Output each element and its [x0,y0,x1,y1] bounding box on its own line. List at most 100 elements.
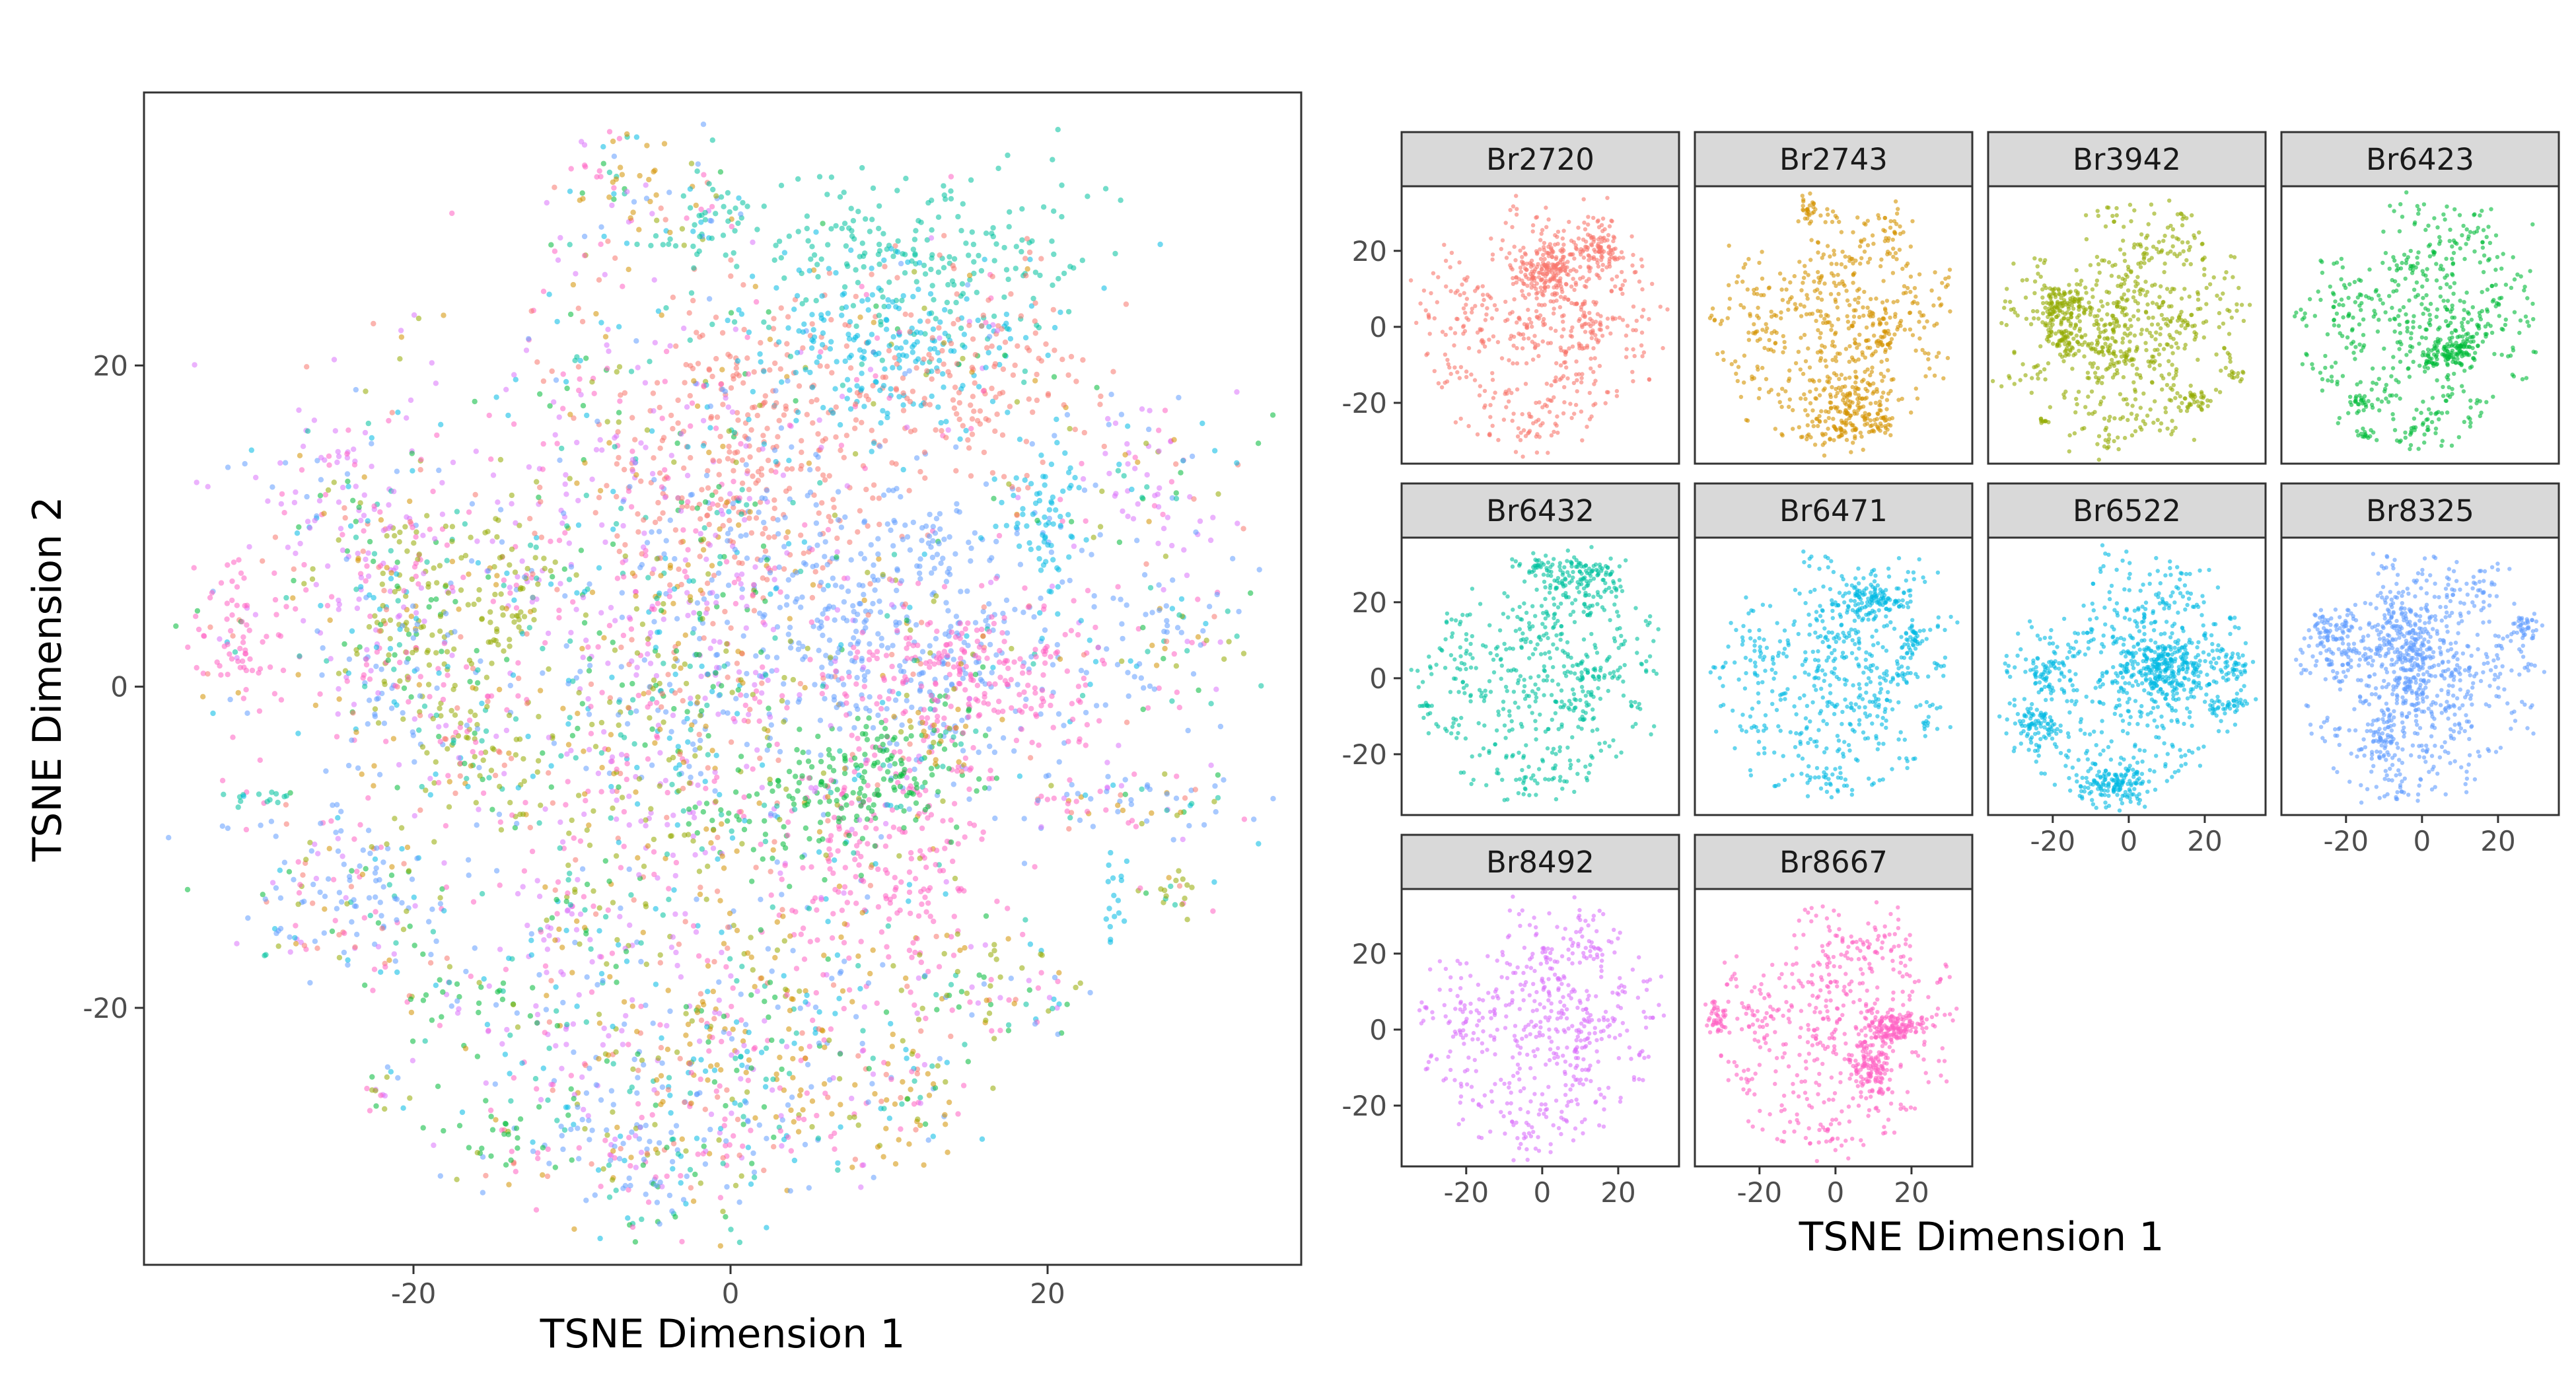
main-point [804,411,810,417]
main-point [540,466,546,472]
main-point [683,1011,689,1016]
main-point [651,477,657,483]
main-point [714,593,720,600]
main-point [515,891,521,897]
main-point [665,475,671,481]
main-point [725,583,732,588]
main-point [835,516,841,523]
main-point [373,865,379,871]
main-point [293,923,299,929]
main-point [872,752,878,758]
main-point [983,481,989,487]
main-point [635,1101,641,1107]
main-point [931,727,937,734]
main-point [244,602,250,608]
main-point [416,727,422,733]
main-point [925,968,931,975]
main-point [579,1117,585,1123]
main-point [318,820,324,826]
main-point [433,650,439,656]
main-point [426,662,433,668]
main-point [678,581,684,588]
main-point [700,417,707,424]
main-point [839,907,845,913]
main-point [772,635,778,641]
main-point [480,790,487,797]
main-point [664,814,670,821]
main-point [313,875,320,882]
main-point [683,1148,689,1154]
main-point [721,941,727,946]
main-point [762,838,769,845]
main-point [945,1149,950,1155]
main-point [184,886,191,893]
main-point [740,814,747,820]
main-point [724,1184,730,1190]
main-point [804,225,810,232]
main-point [351,836,357,842]
main-point [744,764,750,769]
main-point [927,847,933,853]
main-point [733,326,739,332]
main-point [583,798,589,804]
main-point [388,872,395,878]
main-point [914,1010,920,1016]
main-point [820,632,826,639]
main-point [354,869,360,874]
main-point [682,919,688,925]
main-point [859,695,866,702]
main-point [495,748,502,754]
main-point [695,1151,701,1157]
main-point [503,386,509,392]
main-point [748,1065,754,1071]
main-point [320,645,326,651]
main-point [567,871,573,876]
main-point [229,656,235,662]
main-point [972,380,978,386]
main-point [556,414,562,420]
main-point [778,255,785,261]
main-point [664,851,670,857]
main-point [773,400,779,406]
main-point [411,564,418,570]
main-point [561,510,567,516]
main-point [744,203,750,209]
main-point [906,869,913,875]
main-point [722,388,729,394]
main-point [941,340,947,346]
main-point [748,1127,754,1133]
main-point [853,655,859,660]
main-point [649,428,655,434]
main-point [441,312,447,318]
main-point [1011,659,1017,665]
main-point [719,949,725,956]
main-point [810,420,816,426]
main-point [649,1112,655,1118]
main-point [855,641,861,647]
main-point [1019,670,1026,676]
main-point [240,695,247,701]
main-point [353,587,359,592]
main-point [670,1141,677,1147]
main-point [370,987,376,993]
main-point [1018,313,1024,319]
main-point [810,1017,816,1024]
main-point [850,603,856,609]
main-point [304,518,311,524]
main-point [585,644,591,650]
main-point [299,467,305,473]
main-point [827,346,834,352]
main-point [965,620,971,626]
main-point [1028,546,1034,552]
main-point [723,395,729,401]
main-point [654,380,661,386]
main-point [618,1146,624,1152]
main-point [987,579,994,585]
main-point [828,660,834,666]
main-point [1042,627,1048,633]
main-point [773,388,779,394]
main-point [979,678,985,684]
main-point [851,725,857,731]
main-point [961,332,968,338]
main-point [904,424,910,431]
